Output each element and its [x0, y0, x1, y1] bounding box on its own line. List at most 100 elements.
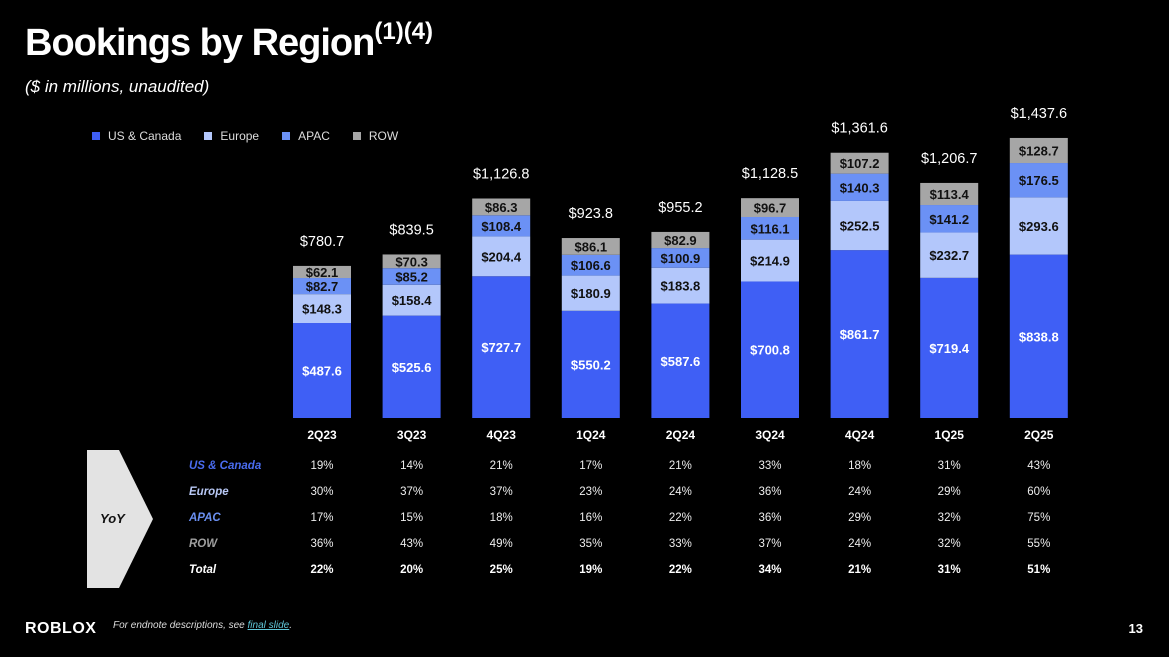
- data-label: $86.3: [485, 200, 518, 215]
- x-tick-label: 4Q23: [487, 428, 517, 442]
- data-label: $86.1: [575, 239, 608, 254]
- bar-segment: [920, 182, 979, 206]
- roblox-logo: ROBLOX: [25, 620, 97, 637]
- total-label: $1,126.8: [473, 166, 529, 182]
- legend-swatch: [92, 132, 100, 140]
- bar-segment: [1009, 163, 1068, 198]
- yoy-cell: 17%: [579, 460, 603, 472]
- data-label: $214.9: [750, 254, 790, 269]
- bar-segment: [293, 294, 351, 324]
- yoy-cell: 75%: [1027, 512, 1051, 524]
- bar-segment: [651, 248, 710, 268]
- yoy-cell: 32%: [937, 538, 961, 550]
- yoy-cell: 31%: [937, 564, 961, 576]
- data-label: $293.6: [1019, 219, 1059, 234]
- x-tick-label: 2Q24: [666, 428, 696, 442]
- data-label: $141.2: [929, 212, 969, 227]
- data-label: $158.4: [392, 293, 433, 308]
- yoy-cell: 21%: [848, 564, 872, 576]
- total-label: $1,437.6: [1011, 106, 1067, 122]
- title-text: Bookings by Region: [25, 22, 375, 64]
- yoy-cell: 33%: [758, 460, 782, 472]
- yoy-cell: 51%: [1027, 564, 1051, 576]
- legend-item: US & Canada: [92, 129, 181, 143]
- bar-segment: [920, 205, 979, 233]
- legend-swatch: [352, 132, 361, 140]
- bar-segment: [382, 315, 441, 418]
- total-label: $780.7: [300, 234, 344, 250]
- data-label: $82.9: [664, 233, 697, 248]
- subtitle: ($ in millions, unaudited): [25, 77, 210, 96]
- yoy-row-label: US & Canada: [189, 460, 262, 472]
- yoy-cell: 36%: [758, 512, 782, 524]
- yoy-cell: 37%: [758, 538, 782, 550]
- legend-swatch: [282, 132, 291, 140]
- footer-note: For endnote descriptions, see final slid…: [113, 620, 292, 631]
- total-label: $923.8: [569, 206, 613, 222]
- yoy-cell: 23%: [579, 486, 603, 498]
- yoy-cell: 18%: [848, 460, 872, 472]
- yoy-cell: 22%: [668, 512, 692, 524]
- x-tick-label: 1Q25: [935, 428, 965, 442]
- legend-label: Europe: [220, 129, 260, 143]
- yoy-row-label: Total: [189, 564, 217, 576]
- bar-segment: [293, 278, 351, 295]
- yoy-cell: 24%: [668, 486, 692, 498]
- yoy-cell: 37%: [489, 486, 513, 498]
- bar-segment: [472, 215, 531, 237]
- yoy-cell: 21%: [489, 460, 513, 472]
- page-number: 13: [1128, 621, 1143, 636]
- legend-item: APAC: [282, 129, 330, 143]
- bar-segment: [830, 173, 889, 201]
- bar-segment: [1009, 137, 1068, 164]
- bar-segment: [1009, 197, 1068, 255]
- legend-item: Europe: [204, 129, 259, 143]
- data-label: $252.5: [840, 219, 880, 234]
- bar-segment: [651, 303, 710, 418]
- yoy-row-label: Europe: [189, 486, 229, 498]
- bar-segment: [472, 276, 531, 418]
- yoy-cell: 34%: [758, 564, 782, 576]
- total-label: $1,128.5: [742, 166, 798, 182]
- yoy-cell: 55%: [1027, 538, 1051, 550]
- final-slide-link[interactable]: final slide: [247, 620, 290, 631]
- bar-segment: [830, 250, 889, 418]
- yoy-cell: 19%: [579, 564, 603, 576]
- yoy-cell: 17%: [310, 512, 334, 524]
- yoy-cell: 36%: [310, 538, 334, 550]
- yoy-cell: 30%: [310, 486, 334, 498]
- data-label: $176.5: [1019, 173, 1059, 188]
- data-label: $719.4: [929, 341, 970, 356]
- bookings-chart: $487.6 $148.3 $82.7$62.1 $780.7 2Q23 $525.6 $1…: [293, 106, 1068, 442]
- data-label: $550.2: [571, 357, 611, 372]
- total-label: $1,361.6: [831, 121, 887, 137]
- yoy-cell: 22%: [668, 564, 692, 576]
- footer-note-end: .: [289, 620, 293, 631]
- yoy-cell: 21%: [668, 460, 692, 472]
- legend-swatch: [204, 132, 213, 140]
- data-label: $183.8: [661, 279, 701, 294]
- yoy-cell: 15%: [400, 512, 424, 524]
- bar-segment: [741, 281, 799, 418]
- x-tick-label: 3Q24: [755, 428, 785, 442]
- yoy-row-label: APAC: [189, 512, 221, 524]
- data-label: $140.3: [840, 180, 880, 195]
- data-label: $107.2: [840, 156, 880, 171]
- yoy-cell: 18%: [489, 512, 513, 524]
- bar-segment: [382, 254, 441, 269]
- yoy-cell: 25%: [489, 564, 513, 576]
- yoy-cell: 14%: [400, 460, 424, 472]
- yoy-cell: 36%: [758, 486, 782, 498]
- data-label: $861.7: [840, 327, 880, 342]
- x-tick-label: 4Q24: [845, 428, 875, 442]
- data-label: $82.7: [306, 279, 339, 294]
- yoy-cell: 22%: [310, 564, 334, 576]
- bar-segment: [382, 268, 441, 285]
- data-label: $148.3: [302, 302, 342, 317]
- bar-segment: [472, 236, 531, 277]
- bar-segment: [561, 275, 620, 311]
- yoy-cell: 16%: [579, 512, 603, 524]
- bar-segment: [920, 277, 979, 418]
- bar-segment: [830, 200, 889, 251]
- page-title: Bookings by Region(1)(4): [25, 18, 433, 65]
